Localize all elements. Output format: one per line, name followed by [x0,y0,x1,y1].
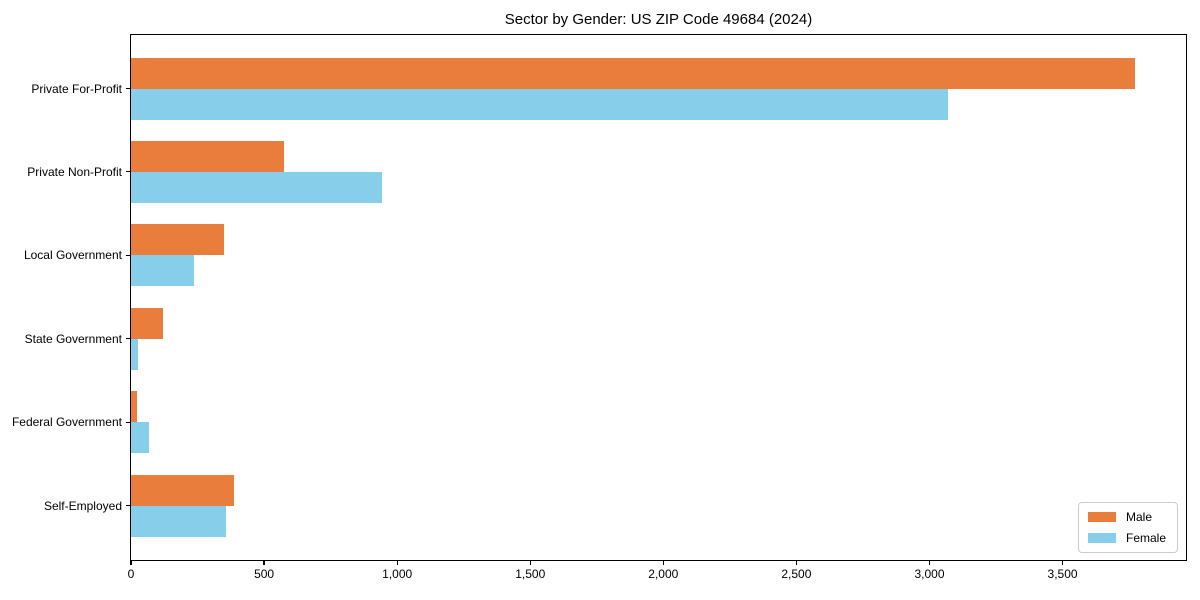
bar-female [131,88,948,120]
bar-male [131,391,137,423]
y-axis-label: Federal Government [11,415,122,430]
legend-label-male: Male [1125,510,1152,524]
y-axis-tick [126,87,131,90]
x-axis-tick-label: 500 [254,567,275,581]
x-axis-tick [795,560,797,565]
y-axis-label: Self-Employed [43,498,122,513]
x-axis-tick [529,560,531,565]
y-axis-tick [126,254,131,256]
legend-swatch-female [1087,533,1116,543]
bar-male [131,140,285,172]
x-axis-tick-label: 1,500 [515,567,546,581]
x-axis-tick-label: 2,000 [648,567,679,581]
legend-item-female: Female [1087,531,1166,545]
x-axis-tick [263,560,265,565]
x-axis-tick-label: 3,500 [1047,567,1078,581]
bar-female [131,505,226,537]
y-axis-tick [126,171,131,173]
bar-male [131,474,234,506]
plot-area: Male Female Private For-Profit Private No… [12,34,1187,581]
x-axis-tick-label: 1,000 [382,567,413,581]
y-axis-tick [126,504,131,507]
bar-female [131,255,194,287]
y-axis-label: State Government [24,331,122,346]
y-axis-tick [126,421,131,423]
y-axis-label: Private Non-Profit [27,164,122,179]
legend-swatch-male [1087,512,1116,522]
x-axis-tick [1061,560,1064,565]
x-axis-tick [662,560,664,565]
bar-male [131,224,224,256]
x-axis-tick-label: 0 [127,567,135,581]
bar-female [131,171,383,203]
x-axis-tick [130,560,132,565]
legend-label-female: Female [1125,531,1166,545]
y-axis-label: Private For-Profit [31,81,122,96]
x-axis-tick [928,560,931,565]
x-axis-tick-label: 2,500 [781,567,812,581]
legend-item-male: Male [1087,510,1166,524]
y-axis-tick [126,338,131,340]
x-axis-tick [396,560,398,565]
x-axis-tick-label: 3,000 [914,567,945,581]
chart-title: Sector by Gender: US ZIP Code 49684 (202… [504,11,813,28]
bar-male [131,307,163,339]
bar-female [131,338,139,370]
bar-female [131,422,150,454]
y-axis-label: Local Government [23,248,122,263]
bar-male [131,57,1135,89]
legend: Male Female [1077,502,1178,553]
